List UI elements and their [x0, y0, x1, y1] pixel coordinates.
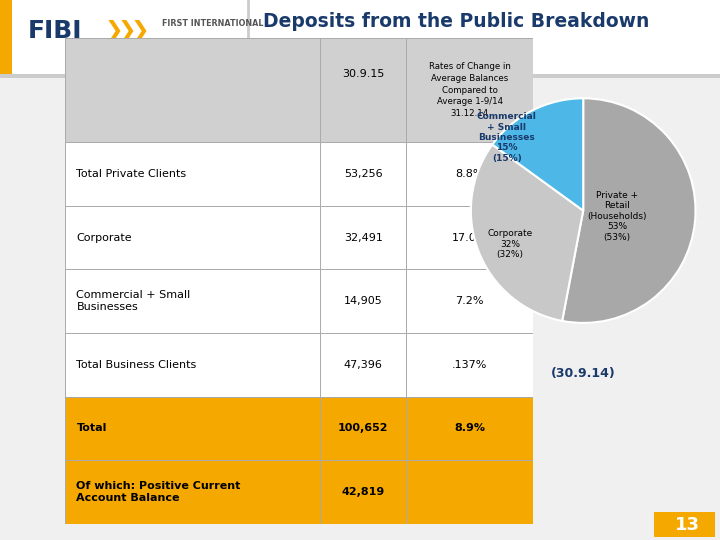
Text: 14,905: 14,905	[343, 296, 382, 306]
Text: Corporate
32%
(32%): Corporate 32% (32%)	[487, 230, 533, 259]
Bar	[65, 206, 320, 269]
Bar	[320, 38, 406, 142]
Bar	[65, 142, 320, 206]
Bar	[406, 38, 533, 142]
Text: Private +
Retail
(Households)
53%
(53%): Private + Retail (Households) 53% (53%)	[587, 191, 647, 241]
Text: 17.0%: 17.0%	[452, 233, 487, 242]
Bar	[320, 333, 406, 396]
Text: .137%: .137%	[452, 360, 487, 370]
Bar	[406, 460, 533, 524]
Text: ❯: ❯	[117, 21, 136, 42]
Bar	[65, 460, 320, 524]
Text: Total Business Clients: Total Business Clients	[76, 360, 197, 370]
Text: 13: 13	[675, 516, 700, 534]
Text: (30.9.14): (30.9.14)	[551, 367, 616, 380]
Bar	[654, 512, 716, 537]
Bar	[320, 269, 406, 333]
Wedge shape	[492, 98, 583, 211]
Bar	[0, 0, 12, 78]
Text: 8.9%: 8.9%	[454, 423, 485, 434]
Text: 42,819: 42,819	[341, 487, 384, 497]
Text: Corporate: Corporate	[76, 233, 132, 242]
Wedge shape	[562, 98, 696, 323]
Text: BANK OF ISRAEL: BANK OF ISRAEL	[162, 38, 237, 48]
Bar	[320, 396, 406, 460]
Bar	[320, 142, 406, 206]
Bar	[65, 396, 320, 460]
Bar	[65, 38, 320, 142]
Text: by Segment: by Segment	[263, 44, 390, 63]
Bar	[406, 269, 533, 333]
Bar	[406, 142, 533, 206]
Text: Commercial + Small
Businesses: Commercial + Small Businesses	[76, 290, 191, 313]
Text: Rates of Change in
Average Balances
Compared to
Average 1-9/14
31.12.14: Rates of Change in Average Balances Comp…	[428, 62, 510, 118]
Bar	[320, 460, 406, 524]
Text: 30.9.15: 30.9.15	[342, 69, 384, 79]
Text: ❯: ❯	[130, 21, 149, 42]
Text: Commercial
+ Small
Businesses
15%
(15%): Commercial + Small Businesses 15% (15%)	[477, 112, 536, 163]
Text: 47,396: 47,396	[343, 360, 382, 370]
Text: ❯: ❯	[104, 21, 123, 42]
Text: (Millions NIS): (Millions NIS)	[379, 48, 456, 58]
Bar	[65, 269, 320, 333]
Text: 8.8%: 8.8%	[455, 169, 484, 179]
Text: 100,652: 100,652	[338, 423, 388, 434]
Bar	[406, 206, 533, 269]
Bar	[406, 396, 533, 460]
Bar	[65, 333, 320, 396]
Text: FIRST INTERNATIONAL: FIRST INTERNATIONAL	[162, 19, 264, 28]
Text: 7.2%: 7.2%	[455, 296, 484, 306]
Bar	[320, 206, 406, 269]
Text: Total Private Clients: Total Private Clients	[76, 169, 186, 179]
Wedge shape	[471, 145, 583, 321]
Bar	[0, 75, 720, 78]
Text: Total: Total	[76, 423, 107, 434]
Text: Of which: Positive Current
Account Balance: Of which: Positive Current Account Balan…	[76, 481, 241, 503]
Text: FIBI: FIBI	[27, 19, 82, 43]
Bar	[406, 333, 533, 396]
Text: Deposits from the Public Breakdown: Deposits from the Public Breakdown	[263, 12, 649, 31]
Text: 32,491: 32,491	[343, 233, 382, 242]
Text: 53,256: 53,256	[344, 169, 382, 179]
